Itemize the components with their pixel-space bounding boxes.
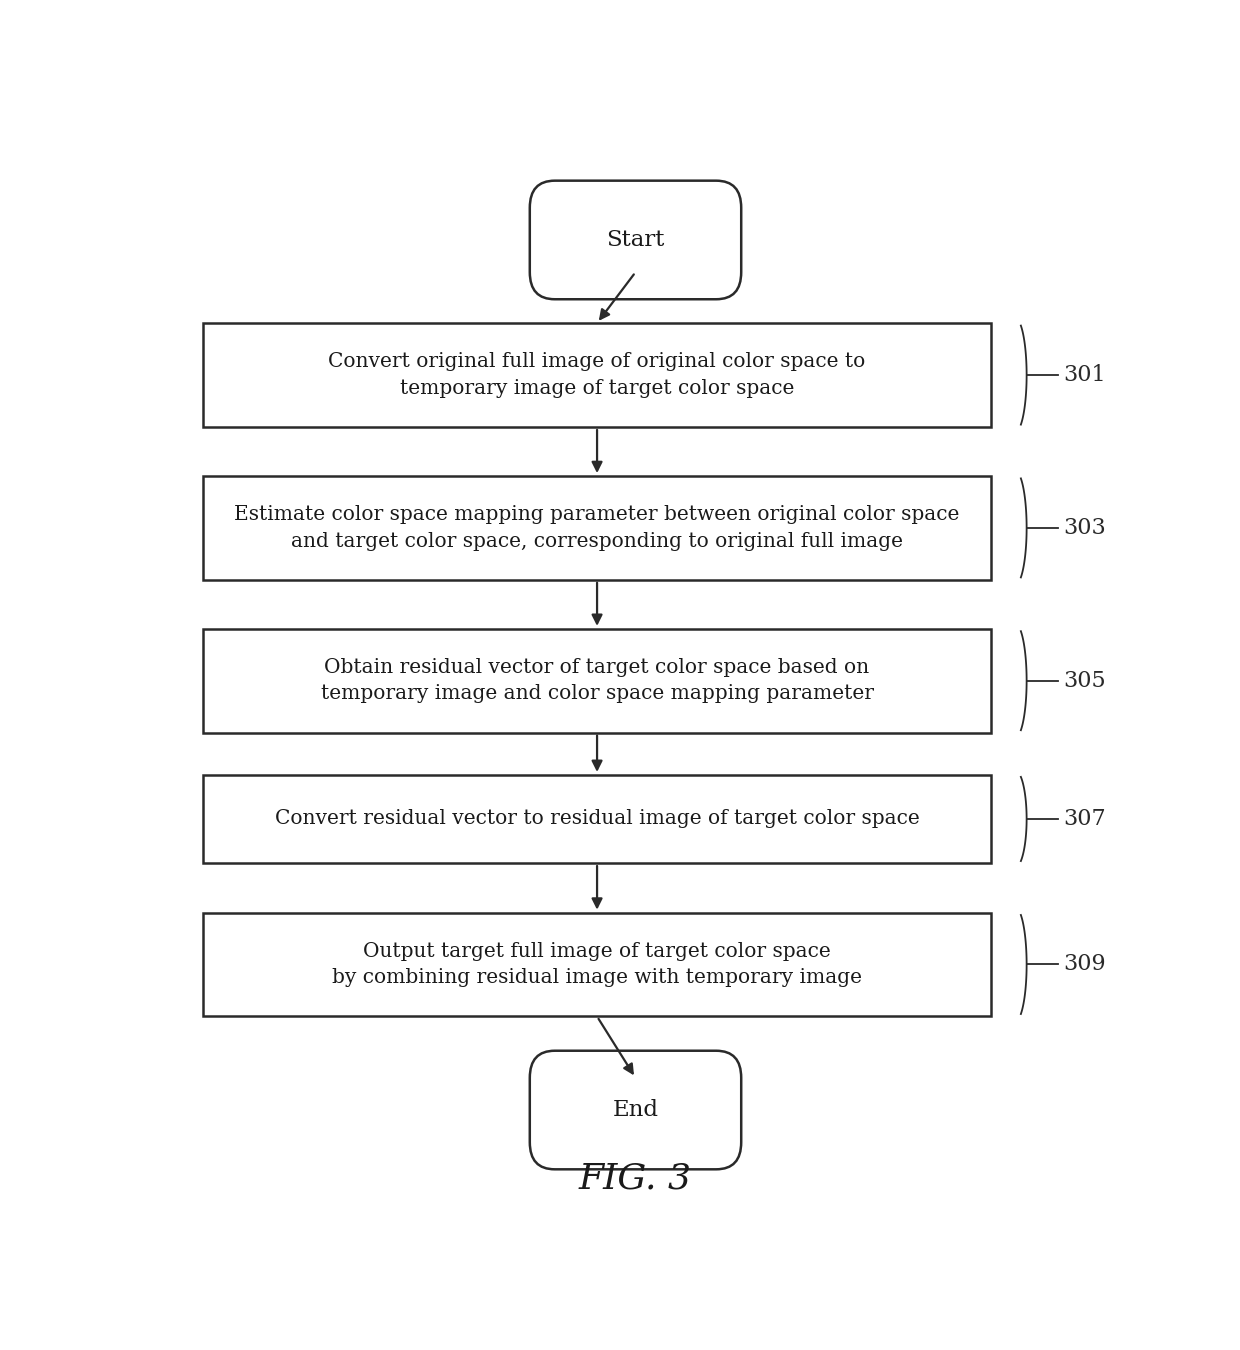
Text: 309: 309	[1063, 953, 1106, 976]
Text: Start: Start	[606, 230, 665, 251]
FancyBboxPatch shape	[529, 1050, 742, 1169]
Text: 307: 307	[1063, 807, 1106, 830]
Text: 303: 303	[1063, 517, 1106, 539]
Text: 301: 301	[1063, 364, 1106, 386]
FancyBboxPatch shape	[529, 181, 742, 300]
FancyBboxPatch shape	[203, 323, 991, 427]
FancyBboxPatch shape	[203, 629, 991, 733]
Text: End: End	[613, 1099, 658, 1120]
Text: 305: 305	[1063, 670, 1106, 691]
Text: Convert residual vector to residual image of target color space: Convert residual vector to residual imag…	[275, 810, 919, 829]
Text: Estimate color space mapping parameter between original color space
and target c: Estimate color space mapping parameter b…	[234, 505, 960, 551]
Text: Output target full image of target color space
by combining residual image with : Output target full image of target color…	[332, 942, 862, 987]
Text: FIG. 3: FIG. 3	[579, 1161, 692, 1196]
Text: Convert original full image of original color space to
temporary image of target: Convert original full image of original …	[329, 352, 866, 398]
FancyBboxPatch shape	[203, 775, 991, 863]
FancyBboxPatch shape	[203, 913, 991, 1017]
FancyBboxPatch shape	[203, 477, 991, 580]
Text: Obtain residual vector of target color space based on
temporary image and color : Obtain residual vector of target color s…	[321, 657, 873, 703]
